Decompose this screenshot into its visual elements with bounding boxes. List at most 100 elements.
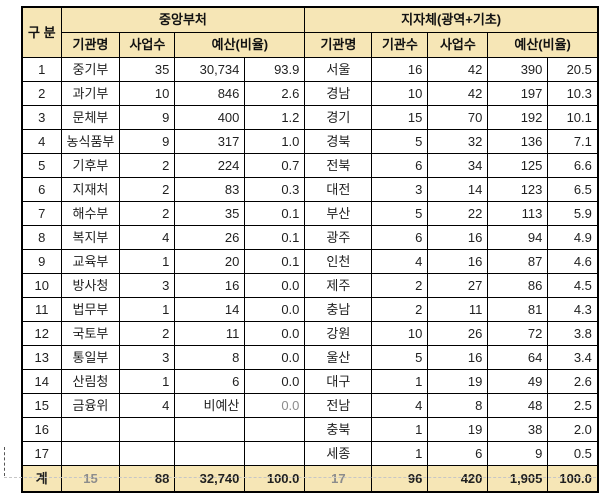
total-row: 계 15 88 32,740 100.0 17 96 420 1,905 100.0 [21,465,599,493]
central-budget-cell: 224 [174,153,246,178]
central-ratio-cell: 2.6 [244,81,306,106]
central-budget-cell: 846 [174,81,246,106]
table-row: 10 방사청 3 16 0.0 제주 2 27 86 4.5 [21,273,599,298]
local-budget-cell: 72 [487,321,549,346]
central-ratio-cell: 0.3 [244,177,306,202]
local-project-count-cell: 34 [427,153,489,178]
central-ratio-cell: 0.0 [244,321,306,346]
central-agency-name-cell [60,417,121,442]
central-agency-name-cell: 과기부 [60,81,121,106]
row-number-cell: 1 [21,57,62,82]
central-project-count-cell: 1 [119,297,176,322]
local-org-count-cell: 5 [371,201,429,226]
central-budget-cell: 317 [174,129,246,154]
central-project-count-cell: 4 [119,393,176,418]
local-budget-cell: 94 [487,225,549,250]
local-org-count-cell: 6 [371,225,429,250]
local-org-count-cell: 1 [371,441,429,466]
central-agency-name-cell: 복지부 [60,225,121,250]
local-org-count-cell: 6 [371,153,429,178]
central-project-count-cell: 3 [119,273,176,298]
row-number-cell: 8 [21,225,62,250]
local-project-count-cell: 26 [427,321,489,346]
central-agency-name-cell: 국토부 [60,321,121,346]
local-budget-cell: 197 [487,81,549,106]
central-project-count-cell: 9 [119,129,176,154]
central-budget-cell: 400 [174,105,246,130]
table-row: 9 교육부 1 20 0.1 인천 4 16 87 4.6 [21,249,599,274]
central-project-count-cell: 1 [119,369,176,394]
central-project-count-cell: 10 [119,81,176,106]
local-ratio-cell: 4.3 [547,297,599,322]
central-ratio-cell: 1.2 [244,105,306,130]
row-number-cell: 2 [21,81,62,106]
local-ratio-cell: 2.0 [547,417,599,442]
row-number-cell: 4 [21,129,62,154]
local-agency-name-cell: 대구 [304,369,373,394]
total-central-agency-name-cell: 15 [60,465,121,493]
corner-header-cell: 구 분 [21,6,62,58]
central-agency-name-cell: 지재처 [60,177,121,202]
local-project-count-cell: 32 [427,129,489,154]
local-agency-name-cell: 세종 [304,441,373,466]
row-number-cell: 3 [21,105,62,130]
central-ratio-cell: 0.1 [244,225,306,250]
local-ratio-cell: 4.6 [547,249,599,274]
local-budget-cell: 192 [487,105,549,130]
local-budget-cell: 125 [487,153,549,178]
local-agency-name-cell: 대전 [304,177,373,202]
local-ratio-cell: 4.9 [547,225,599,250]
central-agency-name-cell: 중기부 [60,57,121,82]
row-number-cell: 17 [21,441,62,466]
central-budget-cell: 35 [174,201,246,226]
local-project-count-cell: 22 [427,201,489,226]
local-ratio-cell: 5.9 [547,201,599,226]
table-row: 5 기후부 2 224 0.7 전북 6 34 125 6.6 [21,153,599,178]
row-number-cell: 11 [21,297,62,322]
local-project-count-header: 사업수 [427,32,489,58]
local-ratio-cell: 2.5 [547,393,599,418]
local-budget-cell: 136 [487,129,549,154]
local-budget-cell: 81 [487,297,549,322]
table-row: 13 통일부 3 8 0.0 울산 5 16 64 3.4 [21,345,599,370]
local-org-count-cell: 15 [371,105,429,130]
table-row: 15 금융위 4 비예산 0.0 전남 4 8 48 2.5 [21,393,599,418]
local-project-count-cell: 19 [427,369,489,394]
central-agency-name-cell: 방사청 [60,273,121,298]
table-header: 구 분 중앙부처 지자체(광역+기초) 기관명 사업수 예산(비율) 기관명 기… [21,6,599,58]
central-budget-cell: 11 [174,321,246,346]
row-number-cell: 16 [21,417,62,442]
local-org-count-cell: 4 [371,249,429,274]
table-row: 17 세종 1 6 9 0.5 [21,441,599,466]
central-agency-name-cell: 법무부 [60,297,121,322]
table-row: 1 중기부 35 30,734 93.9 서울 16 42 390 20.5 [21,57,599,82]
local-org-count-cell: 10 [371,81,429,106]
local-ratio-cell: 20.5 [547,57,599,82]
local-ratio-cell: 6.6 [547,153,599,178]
total-local-ratio-cell: 100.0 [547,465,599,493]
local-agency-name-cell: 광주 [304,225,373,250]
header-row-sections: 구 분 중앙부처 지자체(광역+기초) [21,6,599,58]
local-agency-name-header: 기관명 [304,32,373,58]
local-budget-cell: 123 [487,177,549,202]
central-section-header: 중앙부처 [60,6,306,33]
local-org-count-cell: 16 [371,57,429,82]
total-local-agency-name-cell: 17 [304,465,373,493]
local-budget-cell: 38 [487,417,549,442]
local-ratio-cell: 6.5 [547,177,599,202]
central-budget-cell: 6 [174,369,246,394]
central-ratio-cell: 0.0 [244,345,306,370]
central-ratio-cell: 1.0 [244,129,306,154]
local-ratio-cell: 3.8 [547,321,599,346]
local-agency-name-cell: 울산 [304,345,373,370]
local-org-count-header: 기관수 [371,32,429,58]
local-agency-name-cell: 경남 [304,81,373,106]
central-agency-name-cell [60,441,121,466]
central-ratio-cell [244,417,306,442]
central-agency-name-cell: 통일부 [60,345,121,370]
local-budget-cell: 48 [487,393,549,418]
central-ratio-cell [244,441,306,466]
local-agency-name-cell: 전북 [304,153,373,178]
local-agency-name-cell: 인천 [304,249,373,274]
central-project-count-cell: 2 [119,153,176,178]
